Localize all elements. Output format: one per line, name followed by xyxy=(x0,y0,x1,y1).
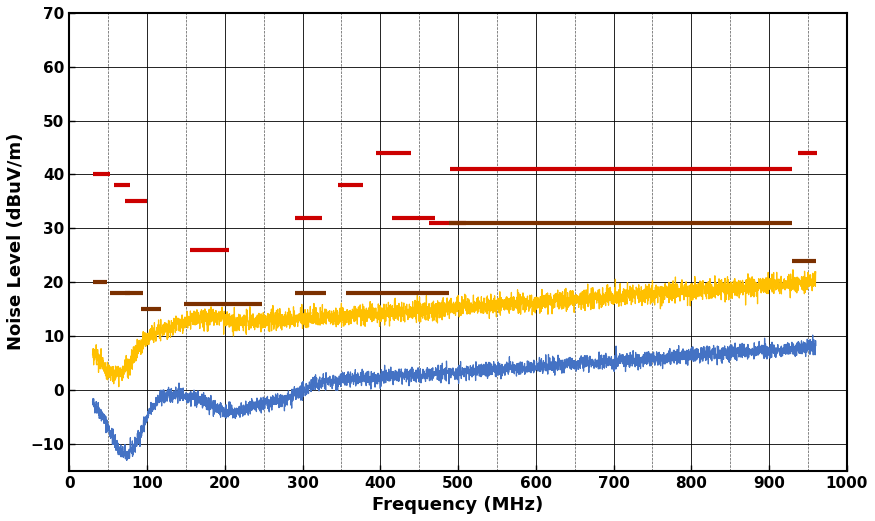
Y-axis label: Noise Level (dBuV/m): Noise Level (dBuV/m) xyxy=(7,133,25,351)
X-axis label: Frequency (MHz): Frequency (MHz) xyxy=(373,496,543,514)
